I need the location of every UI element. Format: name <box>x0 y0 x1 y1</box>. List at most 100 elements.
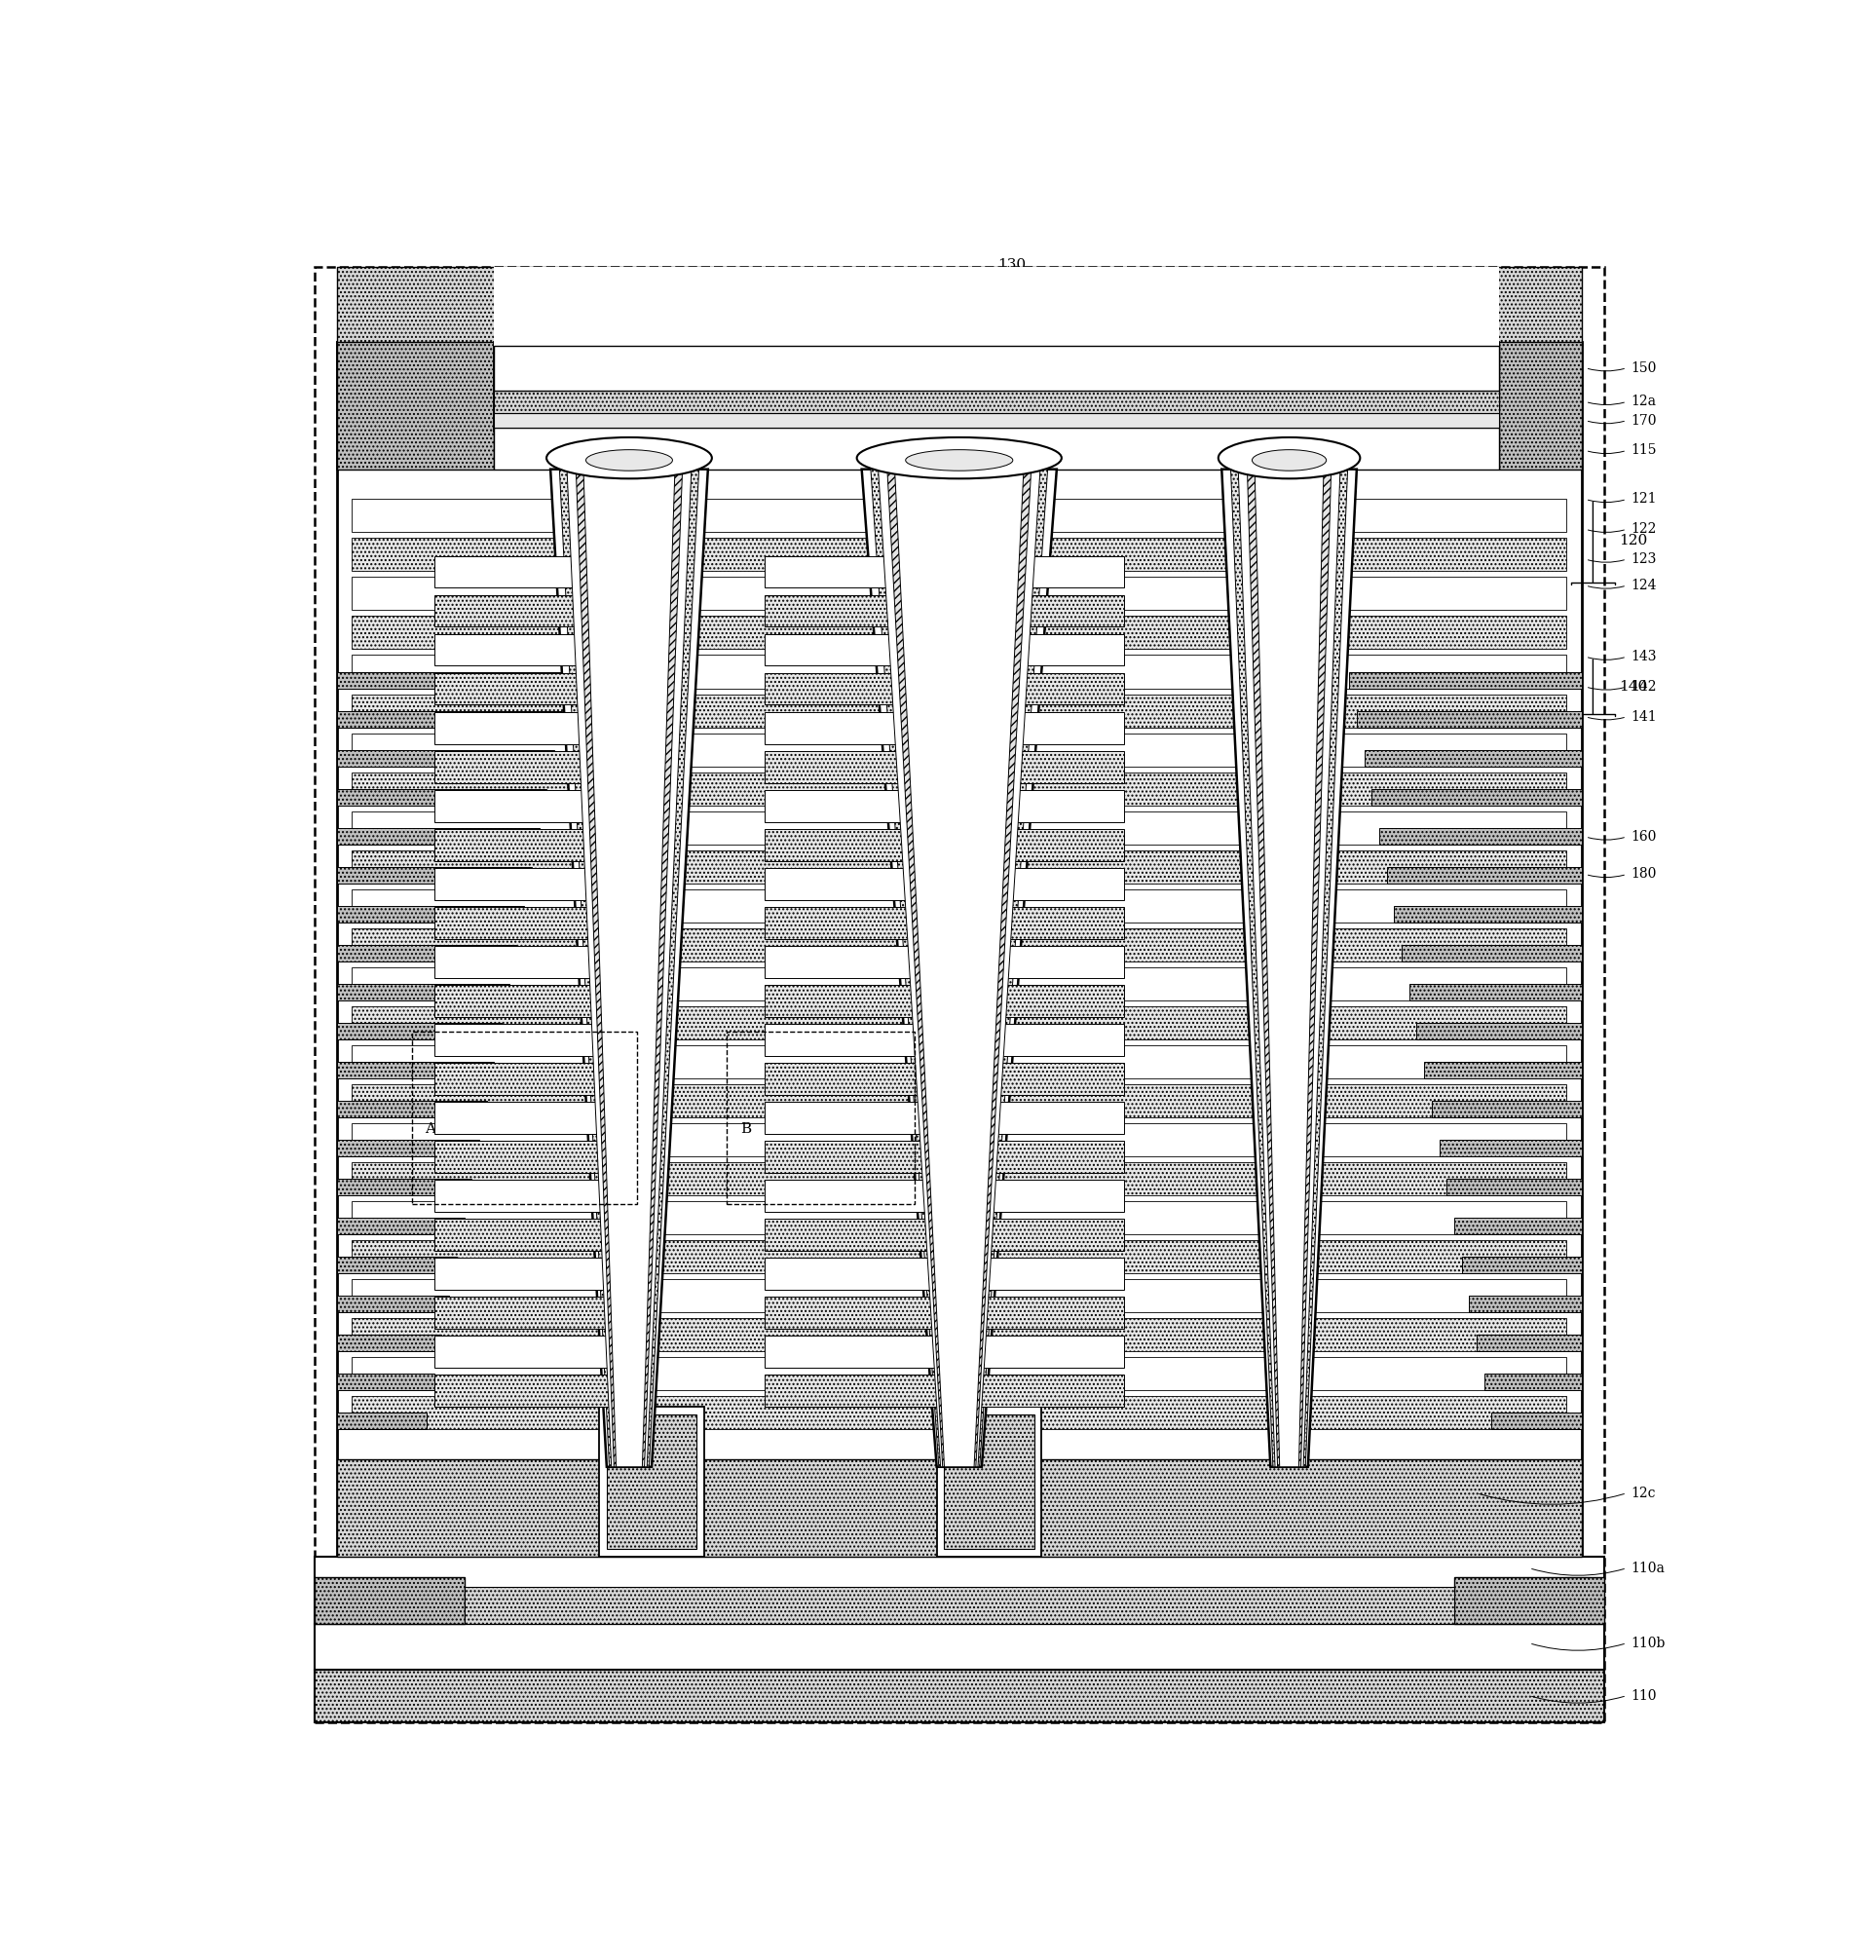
Bar <box>336 945 516 960</box>
Bar <box>493 427 1499 468</box>
Bar <box>764 1374 1124 1407</box>
Bar <box>336 906 523 923</box>
Bar <box>433 1337 643 1368</box>
Bar <box>1349 672 1581 688</box>
Bar <box>764 711 1124 743</box>
Bar <box>598 1407 704 1556</box>
Bar <box>351 1396 1566 1429</box>
Ellipse shape <box>585 449 672 470</box>
Bar <box>764 1219 1124 1250</box>
Bar <box>351 1319 1566 1350</box>
Bar <box>433 1219 643 1250</box>
Text: 100A: 100A <box>518 270 561 286</box>
Bar <box>336 341 493 468</box>
Text: 117: 117 <box>976 1486 1002 1499</box>
Bar <box>1454 1578 1604 1625</box>
Polygon shape <box>1221 468 1356 1466</box>
Bar <box>1454 1217 1581 1235</box>
Bar <box>313 267 1604 1723</box>
Polygon shape <box>576 468 683 1466</box>
Ellipse shape <box>1218 437 1360 478</box>
Bar <box>313 1670 1604 1723</box>
Bar <box>433 1141 643 1172</box>
Bar <box>351 500 1566 533</box>
Bar <box>336 1374 433 1390</box>
Polygon shape <box>1238 468 1339 1466</box>
Bar <box>336 1217 463 1235</box>
Polygon shape <box>861 468 1056 1466</box>
Bar <box>764 790 1124 821</box>
Bar <box>463 1588 1454 1625</box>
Bar <box>764 672 1124 706</box>
Text: 131b: 131b <box>987 325 1021 339</box>
Polygon shape <box>1255 468 1324 1466</box>
Bar <box>433 868 643 900</box>
Bar <box>433 557 643 588</box>
Polygon shape <box>583 468 675 1466</box>
Bar <box>764 594 1124 627</box>
Bar <box>351 1005 1566 1039</box>
Bar <box>764 1298 1124 1329</box>
Bar <box>764 984 1124 1017</box>
Bar <box>1439 1141 1581 1156</box>
Bar <box>336 1102 486 1117</box>
Bar <box>433 790 643 821</box>
Bar <box>1409 984 1581 1000</box>
Bar <box>433 751 643 782</box>
Bar <box>313 1625 1604 1670</box>
Text: 115: 115 <box>1630 443 1657 457</box>
Bar <box>1394 906 1581 923</box>
Bar <box>433 594 643 627</box>
Bar <box>1379 827 1581 845</box>
Bar <box>433 633 643 666</box>
Text: 12c: 12c <box>1630 1486 1655 1499</box>
Bar <box>351 966 1566 1000</box>
Bar <box>1424 1062 1581 1078</box>
Bar <box>1461 1256 1581 1274</box>
Bar <box>313 1578 463 1625</box>
Bar <box>351 655 1566 688</box>
Bar <box>411 1031 636 1203</box>
Bar <box>764 751 1124 782</box>
Bar <box>351 1356 1566 1390</box>
Bar <box>764 829 1124 860</box>
Text: 133: 133 <box>915 325 944 339</box>
Bar <box>433 1180 643 1211</box>
Bar <box>764 1023 1124 1056</box>
Bar <box>764 1180 1124 1211</box>
Bar <box>1431 1102 1581 1117</box>
Text: B: B <box>739 1123 750 1137</box>
Bar <box>433 1298 643 1329</box>
Bar <box>433 1062 643 1096</box>
Bar <box>336 1335 441 1350</box>
Bar <box>336 1180 471 1196</box>
Bar <box>606 1415 696 1548</box>
Text: 110a: 110a <box>1630 1562 1664 1576</box>
Bar <box>336 1023 501 1039</box>
Bar <box>1356 711 1581 727</box>
Bar <box>336 711 561 727</box>
Bar <box>351 890 1566 923</box>
Bar <box>336 672 568 688</box>
Bar <box>336 984 508 1000</box>
Bar <box>764 1062 1124 1096</box>
Bar <box>1401 945 1581 960</box>
Bar <box>764 1102 1124 1133</box>
Polygon shape <box>870 468 1047 1466</box>
Bar <box>764 1258 1124 1290</box>
Bar <box>493 345 1499 390</box>
Bar <box>493 267 1499 345</box>
Bar <box>351 539 1566 570</box>
Bar <box>336 827 538 845</box>
Bar <box>336 1413 426 1429</box>
Bar <box>336 1141 478 1156</box>
Bar <box>936 1407 1041 1556</box>
Bar <box>1386 866 1581 884</box>
Bar <box>336 1460 1581 1556</box>
Bar <box>493 414 1499 427</box>
Text: 150: 150 <box>1630 361 1657 374</box>
Bar <box>433 672 643 706</box>
Bar <box>336 1256 456 1274</box>
Bar <box>764 557 1124 588</box>
Text: 131: 131 <box>1088 284 1116 298</box>
